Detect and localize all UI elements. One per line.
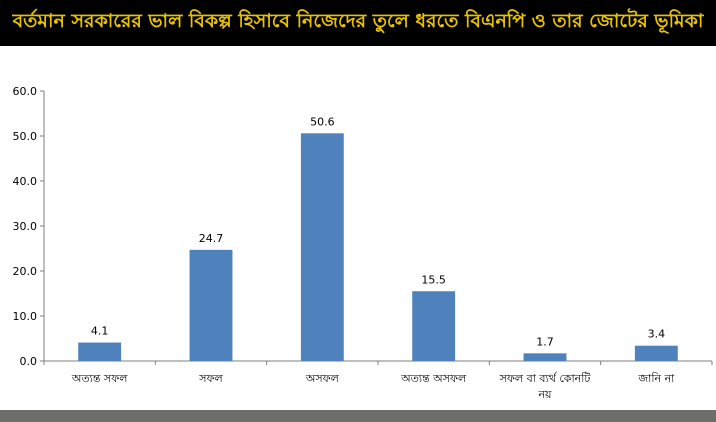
- bar-chart: 0.0 10.0 20.0 30.0 40.0 50.0 60.0 4.1 অত্যন্ত সফ…: [13, 85, 713, 401]
- chart-bars: [78, 133, 678, 361]
- bar: [523, 353, 567, 361]
- data-label: 24.7: [199, 232, 224, 245]
- chart-title-bar: বর্তমান সরকারের ভাল বিকল্প হিসাবে নিজেদে…: [0, 0, 716, 46]
- chart-title: বর্তমান সরকারের ভাল বিকল্প হিসাবে নিজেদে…: [12, 10, 704, 32]
- bar: [412, 291, 456, 361]
- data-label: 3.4: [648, 328, 666, 341]
- chart-labels: 0.0 10.0 20.0 30.0 40.0 50.0 60.0 4.1 অত্যন্ত সফ…: [13, 85, 676, 401]
- x-tick-label: অত্যন্ত অসফল: [400, 372, 467, 385]
- bar: [634, 345, 678, 361]
- x-tick-label: নয়: [537, 388, 552, 401]
- bar: [300, 133, 344, 361]
- y-tick-label: 60.0: [13, 85, 38, 98]
- data-label: 4.1: [91, 325, 109, 338]
- bottom-strip: [0, 410, 716, 422]
- y-tick-label: 50.0: [13, 130, 38, 143]
- x-tick-label: সফল বা ব্যর্থ কোনটি: [499, 372, 592, 385]
- bar: [78, 342, 122, 361]
- y-tick-label: 30.0: [13, 220, 38, 233]
- chart-axes: [40, 90, 713, 365]
- x-tick-label: সফল: [198, 372, 223, 385]
- y-tick-label: 20.0: [13, 265, 38, 278]
- chart-area: 0.0 10.0 20.0 30.0 40.0 50.0 60.0 4.1 অত্যন্ত সফ…: [0, 46, 716, 410]
- data-label: 50.6: [310, 115, 335, 128]
- x-tick-label: অত্যন্ত সফল: [71, 372, 128, 385]
- data-label: 15.5: [421, 273, 446, 286]
- y-tick-label: 0.0: [20, 355, 38, 368]
- data-label: 1.7: [536, 335, 554, 348]
- x-tick-label: অসফল: [305, 372, 340, 385]
- bar: [189, 249, 233, 361]
- y-tick-label: 10.0: [13, 310, 38, 323]
- x-tick-label: জানি না: [637, 372, 675, 385]
- y-tick-label: 40.0: [13, 175, 38, 188]
